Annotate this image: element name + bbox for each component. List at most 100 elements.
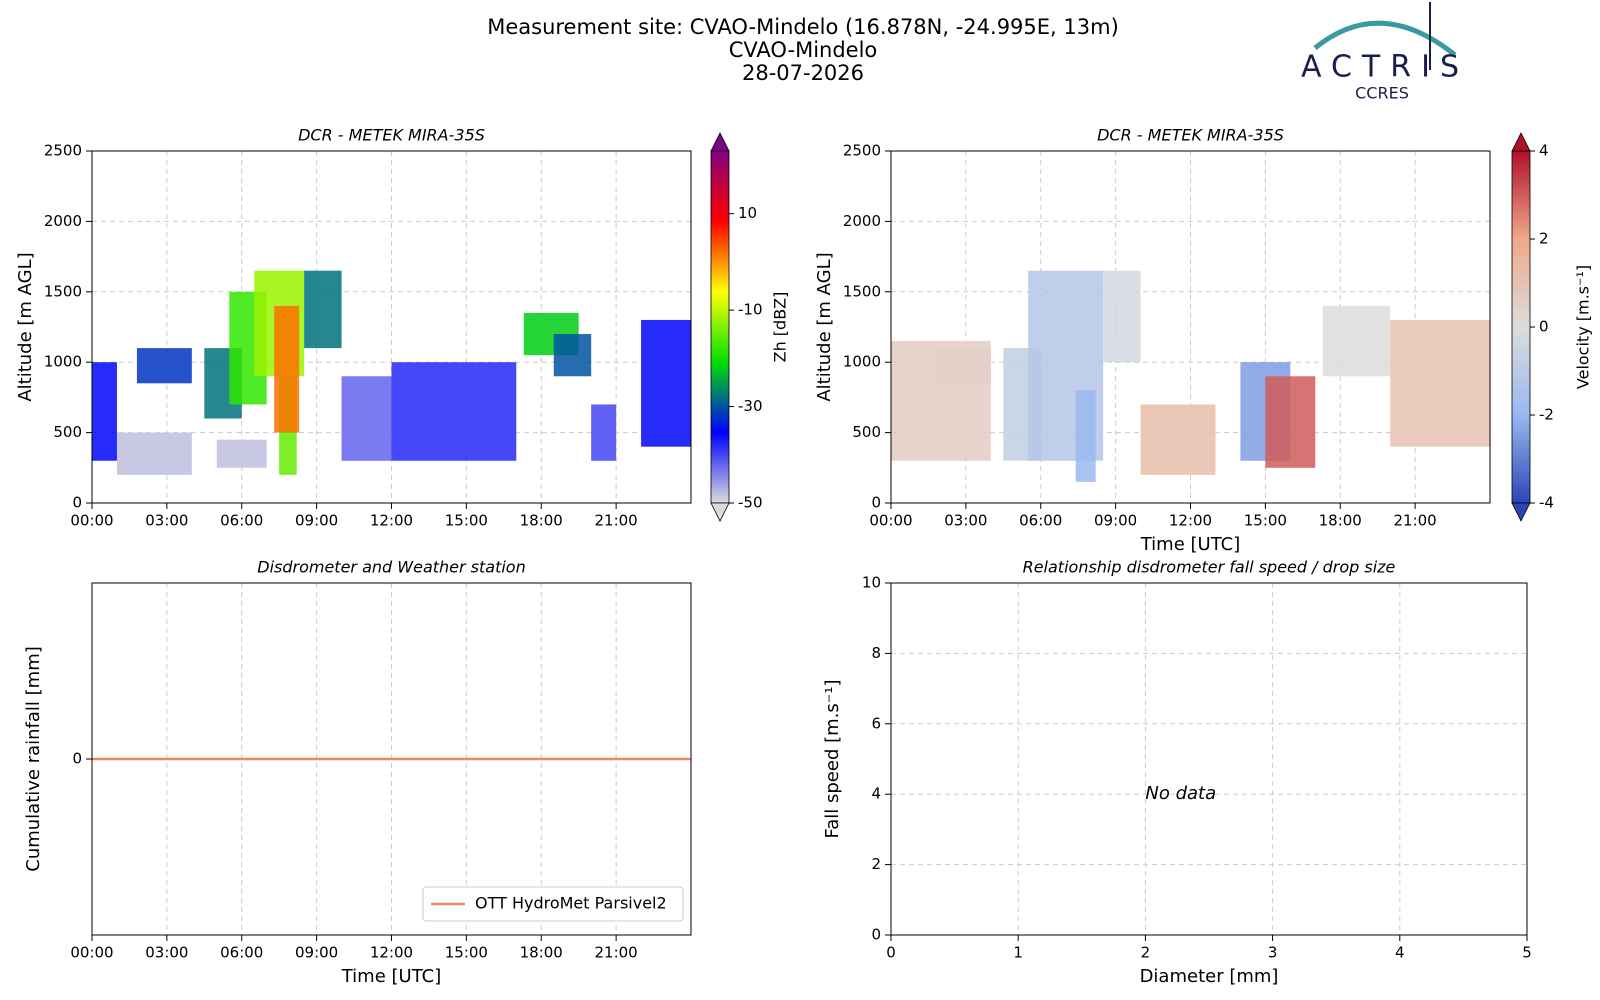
x-tick-label: 2	[1141, 944, 1151, 962]
radar-cell	[591, 404, 617, 461]
x-tick-label: 0	[886, 944, 896, 962]
radar-cell	[1265, 376, 1316, 468]
colorbar	[1511, 150, 1531, 504]
x-tick-label: 03:00	[145, 944, 188, 962]
colorbar-label: Zh [dBZ]	[771, 292, 790, 363]
radar-cell	[1075, 390, 1096, 482]
x-axis-label: Time [UTC]	[1140, 534, 1241, 555]
y-tick-label: 8	[871, 644, 881, 662]
y-tick-label: 1000	[843, 353, 881, 371]
x-axis-label: Diameter [mm]	[1140, 966, 1279, 987]
colorbar-extend	[1511, 132, 1531, 152]
colorbar-extend	[1511, 502, 1531, 522]
colorbar-tick-label: -2	[1539, 406, 1554, 424]
x-tick-label: 00:00	[70, 944, 113, 962]
page-title: Measurement site: CVAO-Mindelo (16.878N,…	[487, 15, 1119, 39]
y-axis-label: Cumulative rainfall [mm]	[23, 646, 44, 872]
colorbar-tick-label: -30	[738, 397, 763, 415]
y-tick-label: 2	[871, 855, 881, 873]
x-tick-label: 03:00	[944, 512, 987, 530]
radar-cell	[553, 334, 592, 377]
colorbar-tick-label: 10	[738, 204, 757, 222]
x-tick-label: 21:00	[1394, 512, 1437, 530]
page-subtitle: CVAO-Mindelo	[729, 38, 878, 62]
colorbar-extend	[710, 132, 730, 152]
radar-cell	[1103, 270, 1141, 363]
radar-cell	[935, 348, 991, 384]
panel-title: DCR - METEK MIRA-35S	[1097, 126, 1284, 145]
x-tick-label: 06:00	[1019, 512, 1062, 530]
panel-title: Relationship disdrometer fall speed / dr…	[1023, 558, 1396, 577]
panel: 0 1 2 3 4 5 0 2 4 6 8 10 Relationship disdrometer fa…	[822, 558, 1532, 988]
x-tick-label: 09:00	[1094, 512, 1137, 530]
y-tick-label: 0	[871, 926, 881, 944]
radar-cell	[341, 376, 392, 461]
plot-frame	[890, 582, 1528, 936]
panel: 00:00 03:00 06:00 09:00 12:00 15:00 18:00 21:00…	[15, 126, 790, 530]
y-tick-label: 1500	[843, 282, 881, 300]
y-axis-label: Altitude [m AGL]	[814, 252, 835, 401]
logo: ACTRIS CCRES	[1301, 2, 1469, 103]
y-tick-label: 1000	[44, 353, 82, 371]
x-tick-label: 00:00	[70, 512, 113, 530]
colorbar-tick-label: -50	[738, 494, 763, 512]
colorbar-tick-label: -4	[1539, 494, 1554, 512]
x-tick-label: 03:00	[145, 512, 188, 530]
x-tick-label: 15:00	[445, 944, 488, 962]
annotation: No data	[1145, 783, 1216, 804]
colorbar-tick-label: 0	[1539, 318, 1549, 336]
colorbar-extend	[710, 502, 730, 522]
x-tick-label: 18:00	[520, 944, 563, 962]
y-tick-label: 500	[852, 423, 881, 441]
radar-cell	[1322, 305, 1391, 377]
y-tick-label: 1500	[44, 282, 82, 300]
y-tick-label: 2500	[44, 142, 82, 160]
plot-frame	[91, 150, 692, 504]
panel-title: Disdrometer and Weather station	[257, 558, 525, 577]
y-tick-label: 10	[862, 574, 881, 592]
logo-arc	[1313, 20, 1457, 57]
y-tick-label: 0	[72, 750, 82, 768]
colorbar-tick-label: 2	[1539, 230, 1549, 248]
x-tick-label: 15:00	[1244, 512, 1287, 530]
x-tick-label: 09:00	[295, 944, 338, 962]
legend-label: OTT HydroMet Parsivel2	[475, 894, 667, 913]
x-tick-label: 12:00	[370, 512, 413, 530]
y-tick-label: 2500	[843, 142, 881, 160]
colorbar	[710, 150, 730, 504]
colorbar-label: Velocity [m.s⁻¹]	[1574, 265, 1593, 389]
radar-cell	[216, 439, 267, 468]
radar-cell	[304, 270, 342, 349]
radar-cell	[641, 319, 691, 447]
y-tick-label: 2000	[843, 212, 881, 230]
x-tick-label: 1	[1013, 944, 1023, 962]
legend-box	[422, 886, 684, 922]
radar-cell	[1140, 404, 1216, 475]
radar-cell	[92, 362, 117, 461]
radar-cell	[136, 348, 192, 384]
x-tick-label: 06:00	[220, 944, 263, 962]
radar-cell	[1390, 319, 1490, 447]
x-tick-label: 3	[1268, 944, 1278, 962]
x-tick-label: 06:00	[220, 512, 263, 530]
x-tick-label: 00:00	[869, 512, 912, 530]
x-tick-label: 21:00	[595, 944, 638, 962]
plot-frame	[890, 150, 1491, 504]
plot-frame	[91, 582, 692, 936]
panel-title: DCR - METEK MIRA-35S	[298, 126, 485, 145]
colorbar-tick-label: 4	[1539, 142, 1549, 160]
logo-name: ACTRIS	[1301, 50, 1469, 85]
y-axis-label: Fall speed [m.s⁻¹]	[822, 680, 843, 839]
x-tick-label: 15:00	[445, 512, 488, 530]
page-date: 28-07-2026	[742, 61, 864, 85]
x-tick-label: 18:00	[1319, 512, 1362, 530]
x-tick-label: 09:00	[295, 512, 338, 530]
y-tick-label: 2000	[44, 212, 82, 230]
panel: 00:00 03:00 06:00 09:00 12:00 15:00 18:00 21:00…	[23, 558, 692, 987]
x-axis-label: Time [UTC]	[341, 966, 442, 987]
y-tick-label: 6	[871, 714, 881, 732]
radar-cell	[391, 362, 517, 461]
radar-cell	[116, 432, 192, 475]
